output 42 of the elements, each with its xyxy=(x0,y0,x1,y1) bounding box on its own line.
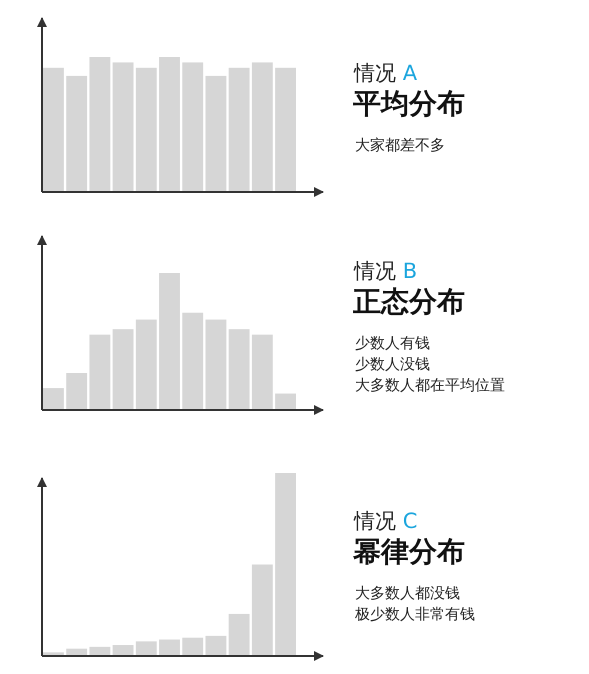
text: 大家都差不多 xyxy=(355,136,445,154)
text: 极少数人非常有钱 xyxy=(354,605,475,623)
bar xyxy=(89,57,110,192)
bar xyxy=(275,68,296,192)
bar xyxy=(43,388,64,410)
bar xyxy=(112,62,134,192)
bar xyxy=(43,68,64,192)
text: 少数人没钱 xyxy=(355,355,430,373)
bar xyxy=(205,76,226,192)
bar xyxy=(66,76,88,192)
bar xyxy=(205,320,226,410)
text: 平均分布 xyxy=(352,87,465,120)
bar xyxy=(275,394,296,410)
bar xyxy=(182,62,204,192)
bar xyxy=(112,645,134,656)
text: 情况 C xyxy=(353,509,418,533)
text: 幂律分布 xyxy=(352,535,465,568)
bar xyxy=(159,57,180,192)
text: 正态分布 xyxy=(352,285,465,318)
text: 情况 A xyxy=(353,61,418,85)
text: 情况 B xyxy=(353,259,418,283)
bar xyxy=(228,329,250,410)
bar xyxy=(228,614,250,656)
bar xyxy=(182,312,204,410)
bar xyxy=(182,638,204,656)
bar xyxy=(252,62,273,192)
bar xyxy=(275,473,296,656)
text: 少数人有钱 xyxy=(355,334,430,352)
bar xyxy=(66,373,88,410)
bar xyxy=(252,334,273,410)
bar xyxy=(112,329,134,410)
text: 大多数人都没钱 xyxy=(355,584,460,602)
bar xyxy=(136,320,157,410)
bar xyxy=(205,636,226,656)
bar xyxy=(159,640,180,656)
bar xyxy=(89,334,110,410)
bar xyxy=(136,68,157,192)
text: 大多数人都在平均位置 xyxy=(355,376,505,394)
bar xyxy=(136,641,157,656)
bar xyxy=(159,273,180,410)
bar xyxy=(252,564,273,656)
bar xyxy=(228,68,250,192)
